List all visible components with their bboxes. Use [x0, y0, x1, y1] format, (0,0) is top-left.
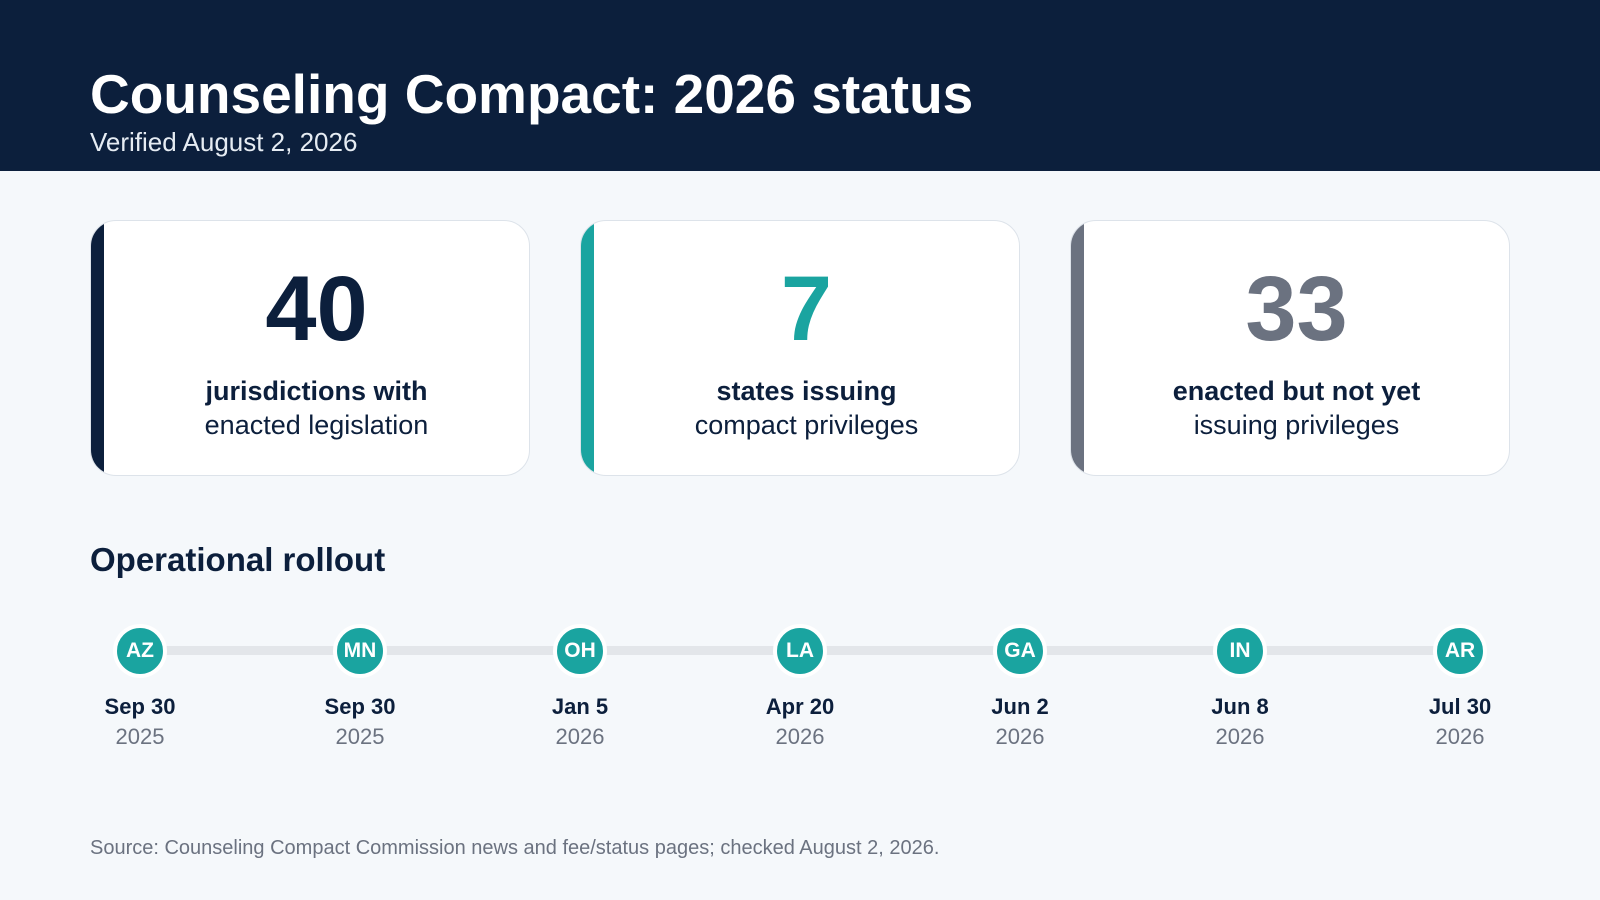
milestone-year: 2026	[1215, 724, 1265, 749]
timeline-milestone: MN Sep 30 2025	[290, 624, 430, 750]
timeline-milestone: LA Apr 20 2026	[730, 624, 870, 750]
section-title-rollout: Operational rollout	[90, 541, 386, 578]
timeline-milestone: AZ Sep 30 2025	[70, 624, 210, 750]
milestone-year: 2026	[1435, 724, 1485, 749]
milestone-date: Jun 8	[1211, 694, 1269, 719]
stat-number: 40	[265, 258, 368, 360]
stat-number: 7	[780, 258, 833, 360]
stat-card-issuing: 7 states issuing compact privileges	[580, 220, 1020, 476]
source-note: Source: Counseling Compact Commission ne…	[90, 837, 940, 859]
stat-label-primary: jurisdictions with	[205, 376, 428, 406]
milestone-year: 2026	[775, 724, 825, 749]
stat-number: 33	[1245, 258, 1348, 360]
stat-label-secondary: enacted legislation	[204, 410, 429, 440]
state-badge: LA	[773, 624, 827, 678]
state-badge: MN	[333, 624, 387, 678]
state-badge: AR	[1433, 624, 1487, 678]
milestone-date: Sep 30	[324, 694, 396, 719]
header-banner: Counseling Compact: 2026 status Verified…	[0, 0, 1600, 171]
milestone-year: 2026	[995, 724, 1045, 749]
page-subtitle: Verified August 2, 2026	[90, 127, 358, 157]
state-badge: OH	[553, 624, 607, 678]
card-accent-bar	[581, 221, 594, 475]
timeline-milestone: AR Jul 30 2026	[1390, 624, 1530, 750]
stat-card-jurisdictions: 40 jurisdictions with enacted legislatio…	[90, 220, 530, 476]
card-accent-bar	[1071, 221, 1084, 475]
milestone-year: 2025	[335, 724, 385, 749]
milestone-date: Jun 2	[991, 694, 1049, 719]
timeline-milestone: IN Jun 8 2026	[1170, 624, 1310, 750]
stat-label-primary: states issuing	[716, 376, 897, 406]
stat-label-primary: enacted but not yet	[1172, 376, 1421, 406]
page-title: Counseling Compact: 2026 status	[90, 63, 974, 125]
stat-label-secondary: issuing privileges	[1193, 410, 1400, 440]
state-badge: AZ	[113, 624, 167, 678]
milestone-year: 2026	[555, 724, 605, 749]
stat-label-secondary: compact privileges	[694, 410, 919, 440]
milestone-date: Sep 30	[104, 694, 176, 719]
timeline-milestone: GA Jun 2 2026	[950, 624, 1090, 750]
milestone-date: Jan 5	[551, 694, 609, 719]
card-accent-bar	[91, 221, 104, 475]
milestone-year: 2025	[115, 724, 165, 749]
milestone-date: Apr 20	[765, 694, 835, 719]
state-badge: GA	[993, 624, 1047, 678]
stat-card-not-issuing: 33 enacted but not yet issuing privilege…	[1070, 220, 1510, 476]
timeline-milestone: OH Jan 5 2026	[510, 624, 650, 750]
milestone-date: Jul 30	[1428, 694, 1492, 719]
state-badge: IN	[1213, 624, 1267, 678]
